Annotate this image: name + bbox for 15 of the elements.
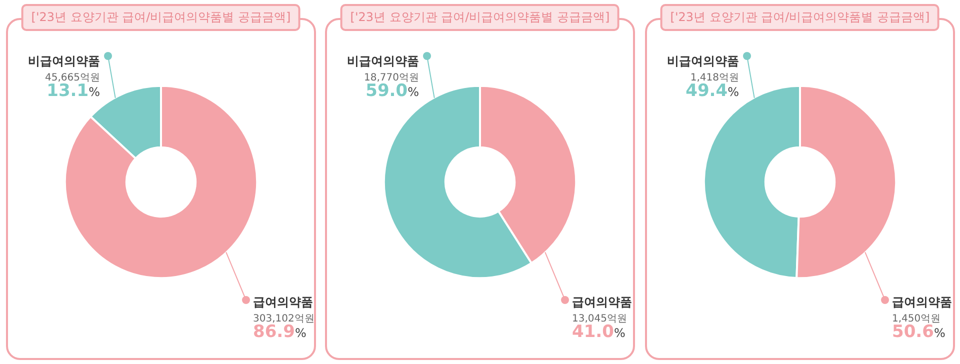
- data-label: 1,450억원 50.6%: [892, 314, 946, 342]
- data-label: 45,665억원 13.1%: [45, 72, 100, 102]
- chart-title: ['23년 요양기관 급여/비급여의약품별 공급금액]: [660, 4, 940, 31]
- slice-label: 비급여의약품: [28, 54, 100, 68]
- legend-label: 급여의약품: [572, 295, 632, 309]
- chart-title: ['23년 요양기관 급여/비급여의약품별 공급금액]: [21, 4, 301, 31]
- data-label: 303,102억원 86.9%: [253, 314, 314, 342]
- slice-label: 비급여의약품: [347, 54, 419, 68]
- data-label: 13,045억원 41.0%: [572, 314, 627, 342]
- legend-label: 급여의약품: [892, 295, 952, 309]
- data-label: 1,418억원 49.4%: [686, 72, 739, 102]
- legend-label: 급여의약품: [253, 295, 313, 309]
- slice-label: 비급여의약품: [667, 54, 739, 68]
- data-label: 18,770억원 59.0%: [364, 72, 419, 102]
- chart-title: ['23년 요양기관 급여/비급여의약품별 공급금액]: [340, 4, 620, 31]
